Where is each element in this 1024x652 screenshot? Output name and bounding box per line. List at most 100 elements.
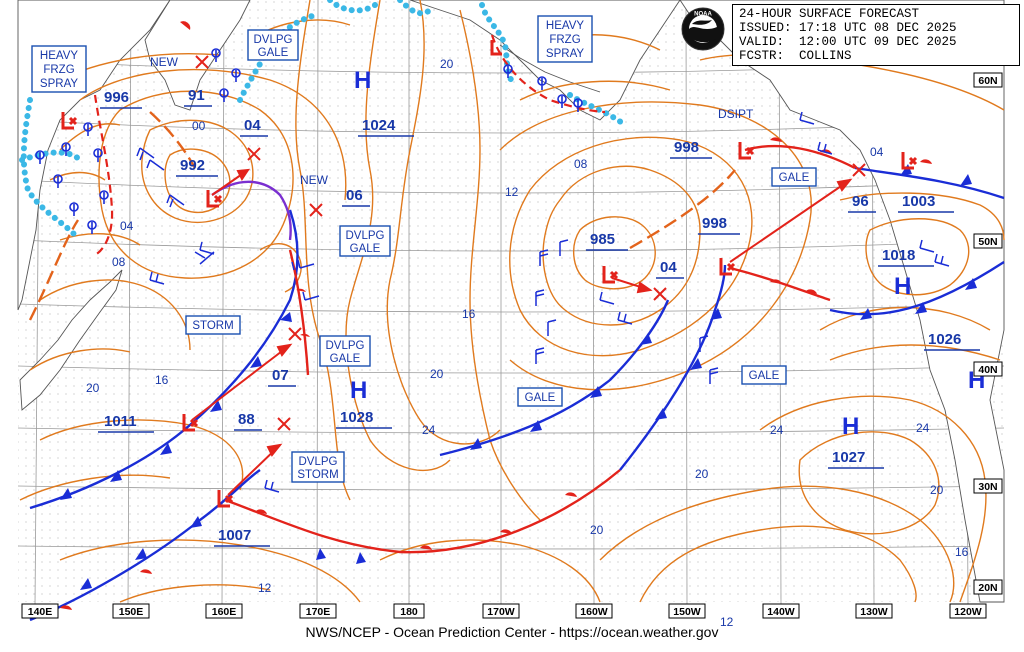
- warning-line: STORM: [192, 320, 233, 332]
- trough-west: [28, 219, 80, 321]
- cold-front-central: [439, 299, 670, 457]
- pressure-value: 1003: [902, 193, 935, 210]
- warning-box-gale-e: [741, 365, 787, 385]
- land-aleutians: [499, 44, 601, 93]
- x-mark: [195, 55, 209, 69]
- noaa-logo: NOAA: [681, 7, 725, 51]
- cold-front-sw: [29, 469, 261, 622]
- small-labels: 00 NEW NEW DSIPT: [150, 55, 754, 187]
- low-symbol: [61, 112, 78, 130]
- header-title: 24-HOUR SURFACE FORECAST: [739, 7, 920, 21]
- x-mark: [277, 417, 291, 431]
- warm-front-alaska: [744, 144, 856, 170]
- low-symbol: [490, 40, 502, 56]
- lat-label: 40N: [978, 364, 997, 376]
- pressure-value: 1018: [882, 247, 915, 264]
- header-valid: VALID: 12:00 UTC 09 DEC 2025: [739, 35, 957, 49]
- pressure-value: 1026: [928, 331, 961, 348]
- isobar-label: 20: [440, 57, 454, 71]
- isobar-labels: 20 24 12 08 04 16 20 16 20 24 20 24 20 1…: [86, 55, 969, 629]
- warning-line: STORM: [297, 469, 338, 481]
- cold-front-alaska: [854, 166, 1005, 200]
- warning-box-spray-west: [31, 45, 87, 93]
- pressure-value: 1011: [104, 413, 137, 430]
- warning-box-storm: [185, 315, 241, 335]
- lon-label: 120W: [954, 606, 982, 618]
- forecast-value: 04: [244, 117, 261, 134]
- low-symbol: [602, 266, 619, 284]
- high-symbol: H: [894, 273, 911, 300]
- forecast-value: 07: [272, 367, 289, 384]
- forecast-header: 24-HOUR SURFACE FORECAST ISSUED: 17:18 U…: [732, 4, 1020, 66]
- lon-label: 160W: [580, 606, 608, 618]
- warning-box-gale-c: [517, 387, 563, 407]
- warning-line: FRZG: [549, 34, 580, 46]
- x-mark: [247, 147, 261, 161]
- pressure-value: 1028: [340, 409, 373, 426]
- lat-labels: 60N 50N 40N 30N 20N: [973, 72, 1003, 595]
- warning-line: SPRAY: [40, 78, 78, 90]
- lat-label: 20N: [978, 582, 997, 594]
- forecast-value: 04: [660, 259, 677, 276]
- lon-label: 130W: [860, 606, 888, 618]
- warning-line: GALE: [779, 172, 810, 184]
- pressure-value: 1007: [218, 527, 251, 544]
- x-mark: [309, 203, 323, 217]
- occluded-front: [211, 180, 292, 241]
- pressure-value: 1027: [832, 449, 865, 466]
- lon-labels: 140E 150E 160E 170E 180 170W 160W 150W 1…: [21, 603, 987, 619]
- lon-label: 150E: [119, 606, 144, 618]
- lon-label: 140W: [767, 606, 795, 618]
- isobar-label: 08: [574, 157, 588, 171]
- warning-boxes: [31, 15, 817, 483]
- low-symbol: [719, 258, 736, 276]
- lon-label: 170E: [306, 606, 331, 618]
- warning-line: DVLPG: [326, 340, 365, 352]
- high-centers: H H H H H: [350, 67, 985, 440]
- annotation-new: NEW: [300, 173, 329, 187]
- forecast-value: 96: [852, 193, 869, 210]
- isobar-label: 20: [590, 523, 604, 537]
- low-symbol: [738, 142, 755, 160]
- lon-label: 160E: [212, 606, 237, 618]
- ice-accretion-symbols: [35, 48, 583, 234]
- isobar-label: 20: [430, 367, 444, 381]
- isobar-label: 20: [86, 381, 100, 395]
- pressure-underlines: [98, 105, 980, 547]
- warning-line: DVLPG: [346, 230, 385, 242]
- front-symbols: [60, 21, 977, 610]
- lon-label: 140E: [28, 606, 53, 618]
- storm-tracks: [191, 168, 853, 496]
- warning-text: HEAVY FRZG SPRAY HEAVY FRZG SPRAY DVLPG …: [40, 20, 810, 481]
- forecast-value-small: 00: [192, 119, 206, 133]
- low-symbol: [901, 152, 918, 170]
- pressure-values: 1024 1028 1018 1027 1026 992 985 998 998…: [104, 87, 961, 544]
- lat-label: 60N: [978, 75, 997, 87]
- warning-line: FRZG: [43, 64, 74, 76]
- isobar-label: 12: [720, 615, 734, 629]
- warning-line: SPRAY: [546, 48, 584, 60]
- high-symbol: H: [842, 413, 859, 440]
- isobar-label: 16: [155, 373, 169, 387]
- warm-front-east: [729, 266, 831, 302]
- high-symbol: H: [354, 67, 371, 94]
- isobar-label: 20: [695, 467, 709, 481]
- noaa-logo-text: NOAA: [694, 12, 712, 18]
- pressure-value: 1024: [362, 117, 396, 134]
- pressure-value: 998: [702, 215, 727, 232]
- warning-line: GALE: [749, 370, 780, 382]
- lon-label: 150W: [673, 606, 701, 618]
- forecast-value: 06: [346, 187, 363, 204]
- low-symbol: [217, 490, 234, 508]
- x-mark: [653, 287, 667, 301]
- warning-line: DVLPG: [254, 34, 293, 46]
- wind-barbs: [136, 111, 950, 493]
- warning-line: DVLPG: [299, 456, 338, 468]
- pressure-value: 996: [104, 89, 129, 106]
- cold-front-west: [29, 209, 299, 510]
- isobars: [19, 0, 1005, 603]
- low-centers: [61, 40, 918, 508]
- warning-box-dvlpg-gale-s: [319, 335, 371, 367]
